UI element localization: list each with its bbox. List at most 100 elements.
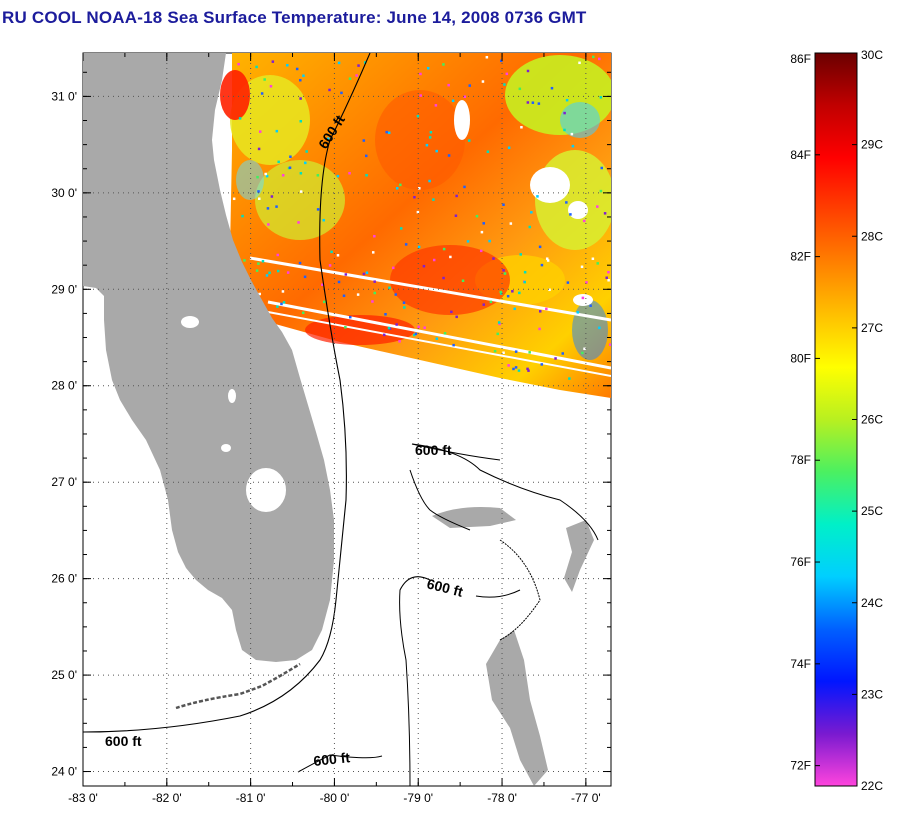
sst-speckle — [237, 62, 240, 66]
fahrenheit-label: 72F — [790, 759, 811, 773]
sst-speckle — [523, 280, 526, 284]
sst-speckle — [597, 57, 601, 61]
sst-speckle — [336, 174, 340, 178]
celsius-label: 22C — [861, 779, 883, 793]
sst-speckle — [286, 271, 290, 274]
sst-speckle — [258, 130, 262, 133]
sst-speckle — [286, 63, 289, 67]
sst-speckle — [363, 61, 367, 64]
celsius-label: 28C — [861, 229, 883, 243]
sst-speckle — [373, 291, 376, 295]
sst-speckle — [257, 190, 260, 193]
sst-speckle — [365, 154, 368, 158]
sst-speckle — [480, 230, 484, 234]
sst-speckle — [546, 259, 550, 262]
sst-speckle — [432, 198, 435, 201]
sst-speckle — [385, 130, 388, 134]
lat-tick-label: 29 0' — [51, 282, 77, 296]
sst-speckle — [299, 172, 303, 175]
sst-speckle — [447, 83, 450, 87]
sst-speckle — [387, 326, 391, 330]
sst-speckle — [518, 87, 522, 91]
lat-tick-label: 28 0' — [51, 379, 77, 393]
sst-speckle — [391, 266, 395, 270]
sst-speckle — [565, 98, 569, 102]
sst-speckle — [268, 271, 271, 275]
sst-speckle — [387, 131, 391, 135]
sst-speckle — [426, 66, 430, 70]
sst-speckle — [382, 333, 386, 337]
fahrenheit-label: 80F — [790, 351, 811, 365]
sst-speckle — [518, 291, 521, 295]
sst-speckle — [607, 270, 610, 274]
sst-speckle — [496, 332, 499, 336]
isobath-600ft — [297, 754, 383, 773]
lon-tick-label: -77 0' — [571, 791, 601, 805]
sst-speckle — [258, 292, 262, 296]
sst-speckle — [569, 213, 572, 216]
sst-speckle — [511, 290, 514, 293]
sst-speckle — [275, 129, 279, 133]
sst-speckle — [322, 218, 325, 222]
celsius-label: 23C — [861, 687, 883, 701]
inland-lake — [228, 389, 236, 403]
sst-speckle — [536, 195, 539, 198]
sst-speckle — [428, 136, 432, 139]
sst-speckle — [570, 132, 574, 136]
title: RU COOL NOAA-18 Sea Surface Temperature:… — [2, 8, 587, 27]
sst-speckle — [520, 125, 523, 129]
sst-speckle — [399, 227, 403, 230]
sst-speckle — [417, 245, 421, 249]
sst-speckle — [503, 83, 506, 86]
sst-speckle — [599, 189, 603, 193]
lon-tick-label: -79 0' — [403, 791, 433, 805]
sst-speckle — [340, 91, 343, 95]
sst-speckle — [566, 281, 570, 284]
sst-speckle — [269, 85, 273, 88]
sst-speckle — [463, 185, 466, 189]
sst-speckle — [455, 315, 458, 319]
sst-speckle — [537, 102, 541, 105]
sst-speckle — [589, 304, 592, 307]
sst-speckle — [498, 322, 501, 326]
sst-speckle — [607, 279, 610, 282]
sst-speckle — [398, 340, 401, 343]
bahama-bank-outline — [411, 443, 599, 541]
fahrenheit-label: 84F — [790, 148, 811, 162]
no-data-patch — [573, 294, 593, 306]
sst-cold-speckle — [572, 300, 608, 360]
lat-tick-label: 26 0' — [51, 572, 77, 586]
sst-speckle — [316, 208, 320, 211]
celsius-label: 27C — [861, 321, 883, 335]
sst-speckle — [563, 128, 566, 132]
sst-warm-zone — [390, 245, 510, 315]
sst-speckle — [302, 74, 305, 77]
sst-speckle — [404, 243, 408, 246]
sst-speckle — [416, 114, 420, 118]
sst-speckle — [502, 269, 505, 272]
sst-speckle — [388, 286, 391, 290]
sst-speckle — [267, 223, 270, 226]
sst-speckle — [581, 351, 584, 355]
isobath-600ft — [83, 53, 371, 733]
sst-speckle — [265, 174, 269, 178]
sst-speckle — [342, 294, 346, 298]
sst-speckle — [357, 64, 360, 67]
sst-speckle — [384, 313, 387, 316]
sst-speckle — [582, 219, 586, 223]
no-data-patch — [568, 201, 588, 219]
scan-gap — [267, 311, 611, 377]
sst-speckle — [336, 254, 340, 257]
sst-speckle — [502, 351, 505, 355]
no-data-patch — [454, 100, 470, 140]
sst-speckle — [442, 276, 445, 280]
sst-speckle — [373, 234, 376, 238]
sst-speckle — [545, 307, 548, 311]
sst-speckle — [467, 139, 471, 142]
sst-speckle — [576, 311, 580, 314]
sst-speckle — [596, 262, 599, 265]
sst-speckle — [603, 212, 607, 215]
sst-speckle — [481, 80, 485, 83]
sst-speckle — [565, 201, 568, 204]
sst-speckle — [422, 264, 426, 268]
